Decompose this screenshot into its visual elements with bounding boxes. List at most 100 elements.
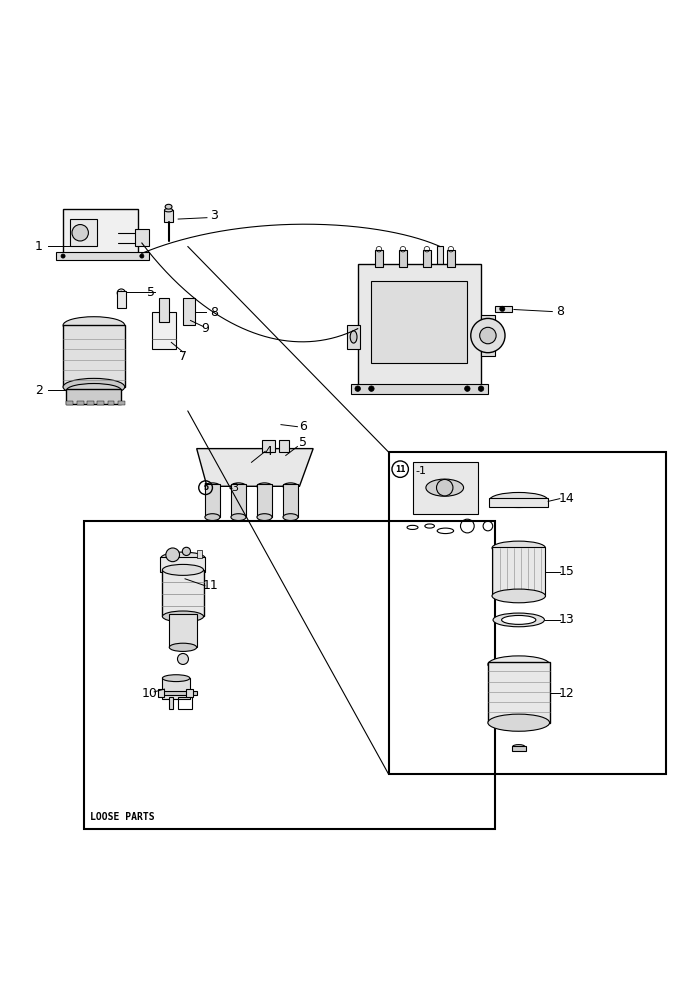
Ellipse shape [488, 714, 550, 731]
Bar [413, 462, 477, 514]
Bar [164, 210, 173, 222]
Text: 11: 11 [202, 579, 218, 592]
Text: 5: 5 [299, 436, 307, 449]
Bar [257, 484, 272, 517]
Bar [159, 298, 169, 322]
Text: 14: 14 [559, 492, 574, 505]
Bar [84, 521, 495, 829]
Circle shape [471, 318, 505, 353]
Bar [399, 250, 407, 267]
Bar [67, 401, 74, 405]
Bar [158, 689, 164, 697]
Bar [481, 315, 495, 356]
Circle shape [178, 653, 189, 664]
Bar [492, 547, 546, 596]
Ellipse shape [350, 331, 357, 343]
Circle shape [464, 386, 470, 391]
Circle shape [478, 386, 484, 391]
Ellipse shape [67, 384, 121, 397]
Circle shape [61, 254, 65, 258]
Bar [283, 484, 298, 517]
Ellipse shape [231, 483, 246, 490]
Ellipse shape [162, 564, 204, 575]
Ellipse shape [283, 483, 298, 490]
Bar [77, 401, 84, 405]
Ellipse shape [492, 589, 546, 603]
Text: -1: -1 [416, 466, 427, 476]
Ellipse shape [205, 483, 220, 490]
Ellipse shape [490, 492, 548, 508]
Text: 3: 3 [210, 209, 217, 222]
Text: 10: 10 [142, 687, 158, 700]
Bar [261, 440, 275, 452]
Ellipse shape [162, 611, 204, 622]
Bar [169, 697, 173, 709]
Bar [152, 312, 176, 349]
Text: -3: -3 [229, 483, 240, 493]
Ellipse shape [161, 552, 205, 564]
Ellipse shape [257, 483, 272, 490]
Text: 5: 5 [147, 286, 155, 299]
Circle shape [182, 547, 191, 556]
Bar [423, 250, 431, 267]
Text: 1: 1 [35, 240, 43, 253]
Bar [372, 281, 467, 363]
Bar [87, 401, 94, 405]
Ellipse shape [164, 208, 173, 212]
Ellipse shape [488, 656, 550, 673]
Circle shape [119, 291, 123, 295]
Bar [437, 246, 442, 274]
Ellipse shape [231, 514, 246, 521]
Ellipse shape [493, 613, 544, 627]
Text: 2: 2 [35, 384, 43, 397]
Ellipse shape [162, 675, 190, 682]
Bar [162, 678, 190, 699]
Bar [160, 557, 205, 572]
Bar [63, 209, 138, 257]
Bar [389, 452, 666, 774]
Text: 13: 13 [559, 613, 574, 626]
Bar [63, 325, 125, 387]
Circle shape [436, 479, 453, 496]
Text: 12: 12 [559, 687, 574, 700]
Circle shape [369, 386, 374, 391]
Bar [56, 252, 149, 260]
Bar [97, 401, 104, 405]
Bar [347, 325, 360, 349]
Ellipse shape [283, 514, 298, 521]
Ellipse shape [257, 514, 272, 521]
Ellipse shape [492, 541, 546, 555]
Ellipse shape [205, 514, 220, 521]
Bar [197, 550, 202, 558]
Bar [447, 250, 455, 267]
Circle shape [140, 254, 144, 258]
Circle shape [355, 386, 361, 391]
Bar [489, 498, 548, 507]
Bar [169, 614, 197, 647]
Text: 7: 7 [179, 350, 187, 363]
Bar [186, 689, 193, 697]
Circle shape [499, 306, 505, 312]
Bar [135, 229, 149, 246]
Text: 4: 4 [265, 445, 272, 458]
Ellipse shape [165, 204, 172, 209]
Bar [162, 570, 204, 616]
Ellipse shape [169, 643, 197, 651]
Bar [351, 384, 488, 394]
Text: 5: 5 [203, 483, 208, 492]
Bar [107, 401, 114, 405]
Bar [512, 746, 526, 751]
Ellipse shape [426, 479, 464, 496]
Ellipse shape [513, 745, 525, 749]
Text: 8: 8 [210, 306, 218, 319]
Bar [279, 440, 289, 452]
Text: 6: 6 [299, 420, 307, 433]
Bar [67, 389, 121, 404]
Bar [231, 484, 246, 517]
Circle shape [72, 225, 89, 241]
Text: 15: 15 [559, 565, 574, 578]
Bar [70, 219, 97, 246]
Bar [488, 662, 550, 723]
Ellipse shape [63, 317, 125, 334]
Ellipse shape [63, 378, 125, 396]
